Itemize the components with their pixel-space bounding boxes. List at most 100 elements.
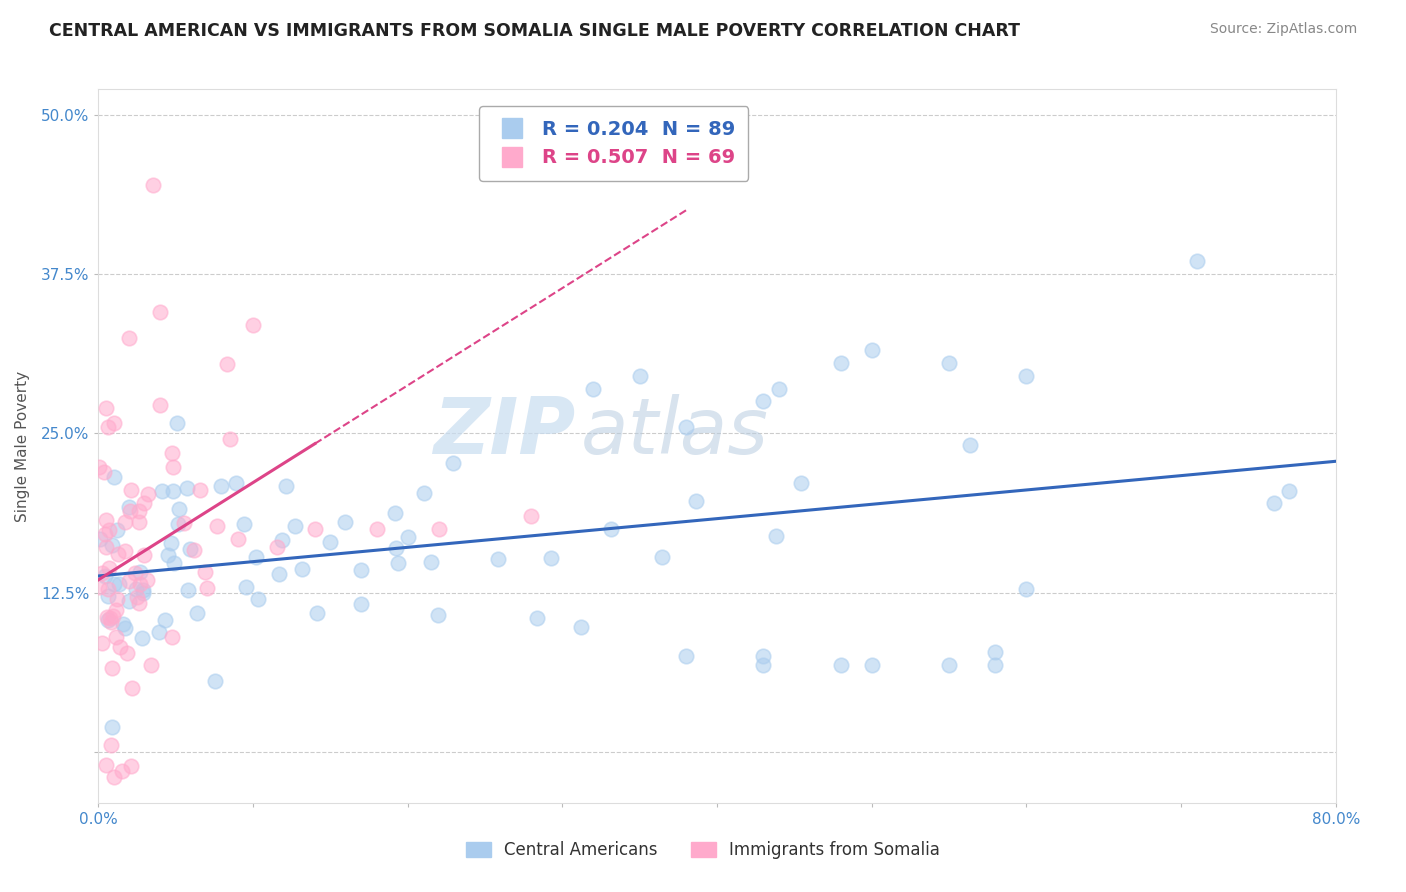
Point xyxy=(118,331,141,345)
Point xyxy=(89,580,111,594)
Point xyxy=(860,343,883,358)
Point xyxy=(120,483,142,497)
Point xyxy=(93,465,115,479)
Point xyxy=(245,549,267,564)
Point xyxy=(186,606,208,620)
Point xyxy=(179,542,201,557)
Point xyxy=(215,357,238,371)
Point xyxy=(486,552,509,566)
Point xyxy=(97,561,120,575)
Point xyxy=(128,565,150,579)
Point xyxy=(176,481,198,495)
Point xyxy=(118,503,141,517)
Point xyxy=(319,535,342,549)
Point xyxy=(105,630,128,644)
Text: ZIP: ZIP xyxy=(433,393,575,470)
Point xyxy=(136,487,159,501)
Point xyxy=(441,456,464,470)
Point xyxy=(108,640,131,654)
Point xyxy=(134,548,156,562)
Point xyxy=(118,574,141,588)
Point xyxy=(149,305,172,319)
Point xyxy=(128,576,150,591)
Point xyxy=(219,432,242,446)
Point xyxy=(938,356,960,370)
Point xyxy=(1263,496,1285,510)
Point xyxy=(105,603,128,617)
Point xyxy=(153,613,176,627)
Point xyxy=(98,523,121,537)
Point xyxy=(350,597,373,611)
Point xyxy=(120,759,142,773)
Point xyxy=(103,469,125,483)
Point xyxy=(830,356,852,370)
Point xyxy=(141,658,163,673)
Point xyxy=(569,620,592,634)
Point xyxy=(148,624,170,639)
Legend: R = 0.204  N = 89, R = 0.507  N = 69: R = 0.204 N = 89, R = 0.507 N = 69 xyxy=(479,106,748,181)
Point xyxy=(162,556,184,570)
Point xyxy=(156,548,179,562)
Point xyxy=(94,540,117,554)
Point xyxy=(385,541,408,555)
Point xyxy=(284,519,307,533)
Legend: Central Americans, Immigrants from Somalia: Central Americans, Immigrants from Somal… xyxy=(460,835,946,866)
Point xyxy=(100,739,122,753)
Point xyxy=(160,630,183,644)
Point xyxy=(125,582,148,597)
Text: atlas: atlas xyxy=(581,393,769,470)
Point xyxy=(413,486,436,500)
Point xyxy=(160,536,183,550)
Point xyxy=(135,574,157,588)
Point xyxy=(114,621,136,635)
Point xyxy=(128,516,150,530)
Point xyxy=(91,635,114,649)
Point xyxy=(540,551,562,566)
Point xyxy=(628,368,651,383)
Point xyxy=(226,532,249,546)
Point xyxy=(651,549,673,564)
Point xyxy=(167,501,190,516)
Point xyxy=(162,483,184,498)
Point xyxy=(246,592,269,607)
Point xyxy=(267,566,290,581)
Point xyxy=(121,681,143,695)
Point xyxy=(117,500,139,514)
Point xyxy=(225,475,247,490)
Point xyxy=(162,460,184,475)
Point xyxy=(173,516,195,530)
Point xyxy=(176,582,198,597)
Point xyxy=(427,522,450,536)
Point xyxy=(396,530,419,544)
Point xyxy=(115,646,138,660)
Point xyxy=(112,617,135,632)
Point xyxy=(111,764,132,778)
Point xyxy=(235,580,257,594)
Point xyxy=(959,438,981,452)
Point xyxy=(685,493,707,508)
Point xyxy=(204,674,226,689)
Point xyxy=(125,590,148,604)
Point xyxy=(600,522,623,536)
Point xyxy=(108,576,131,591)
Point xyxy=(183,543,205,558)
Point xyxy=(91,566,114,581)
Point xyxy=(105,591,128,606)
Point xyxy=(124,566,146,580)
Point xyxy=(1015,368,1038,383)
Point xyxy=(103,576,125,591)
Point xyxy=(675,420,697,434)
Point xyxy=(520,509,543,524)
Point xyxy=(132,582,155,597)
Point xyxy=(94,569,117,583)
Point xyxy=(128,596,150,610)
Point xyxy=(387,556,409,570)
Point xyxy=(97,589,120,603)
Point xyxy=(94,513,117,527)
Point xyxy=(149,398,172,412)
Point xyxy=(97,582,120,596)
Point xyxy=(96,609,118,624)
Point xyxy=(105,523,128,537)
Point xyxy=(100,615,122,630)
Point xyxy=(304,522,326,536)
